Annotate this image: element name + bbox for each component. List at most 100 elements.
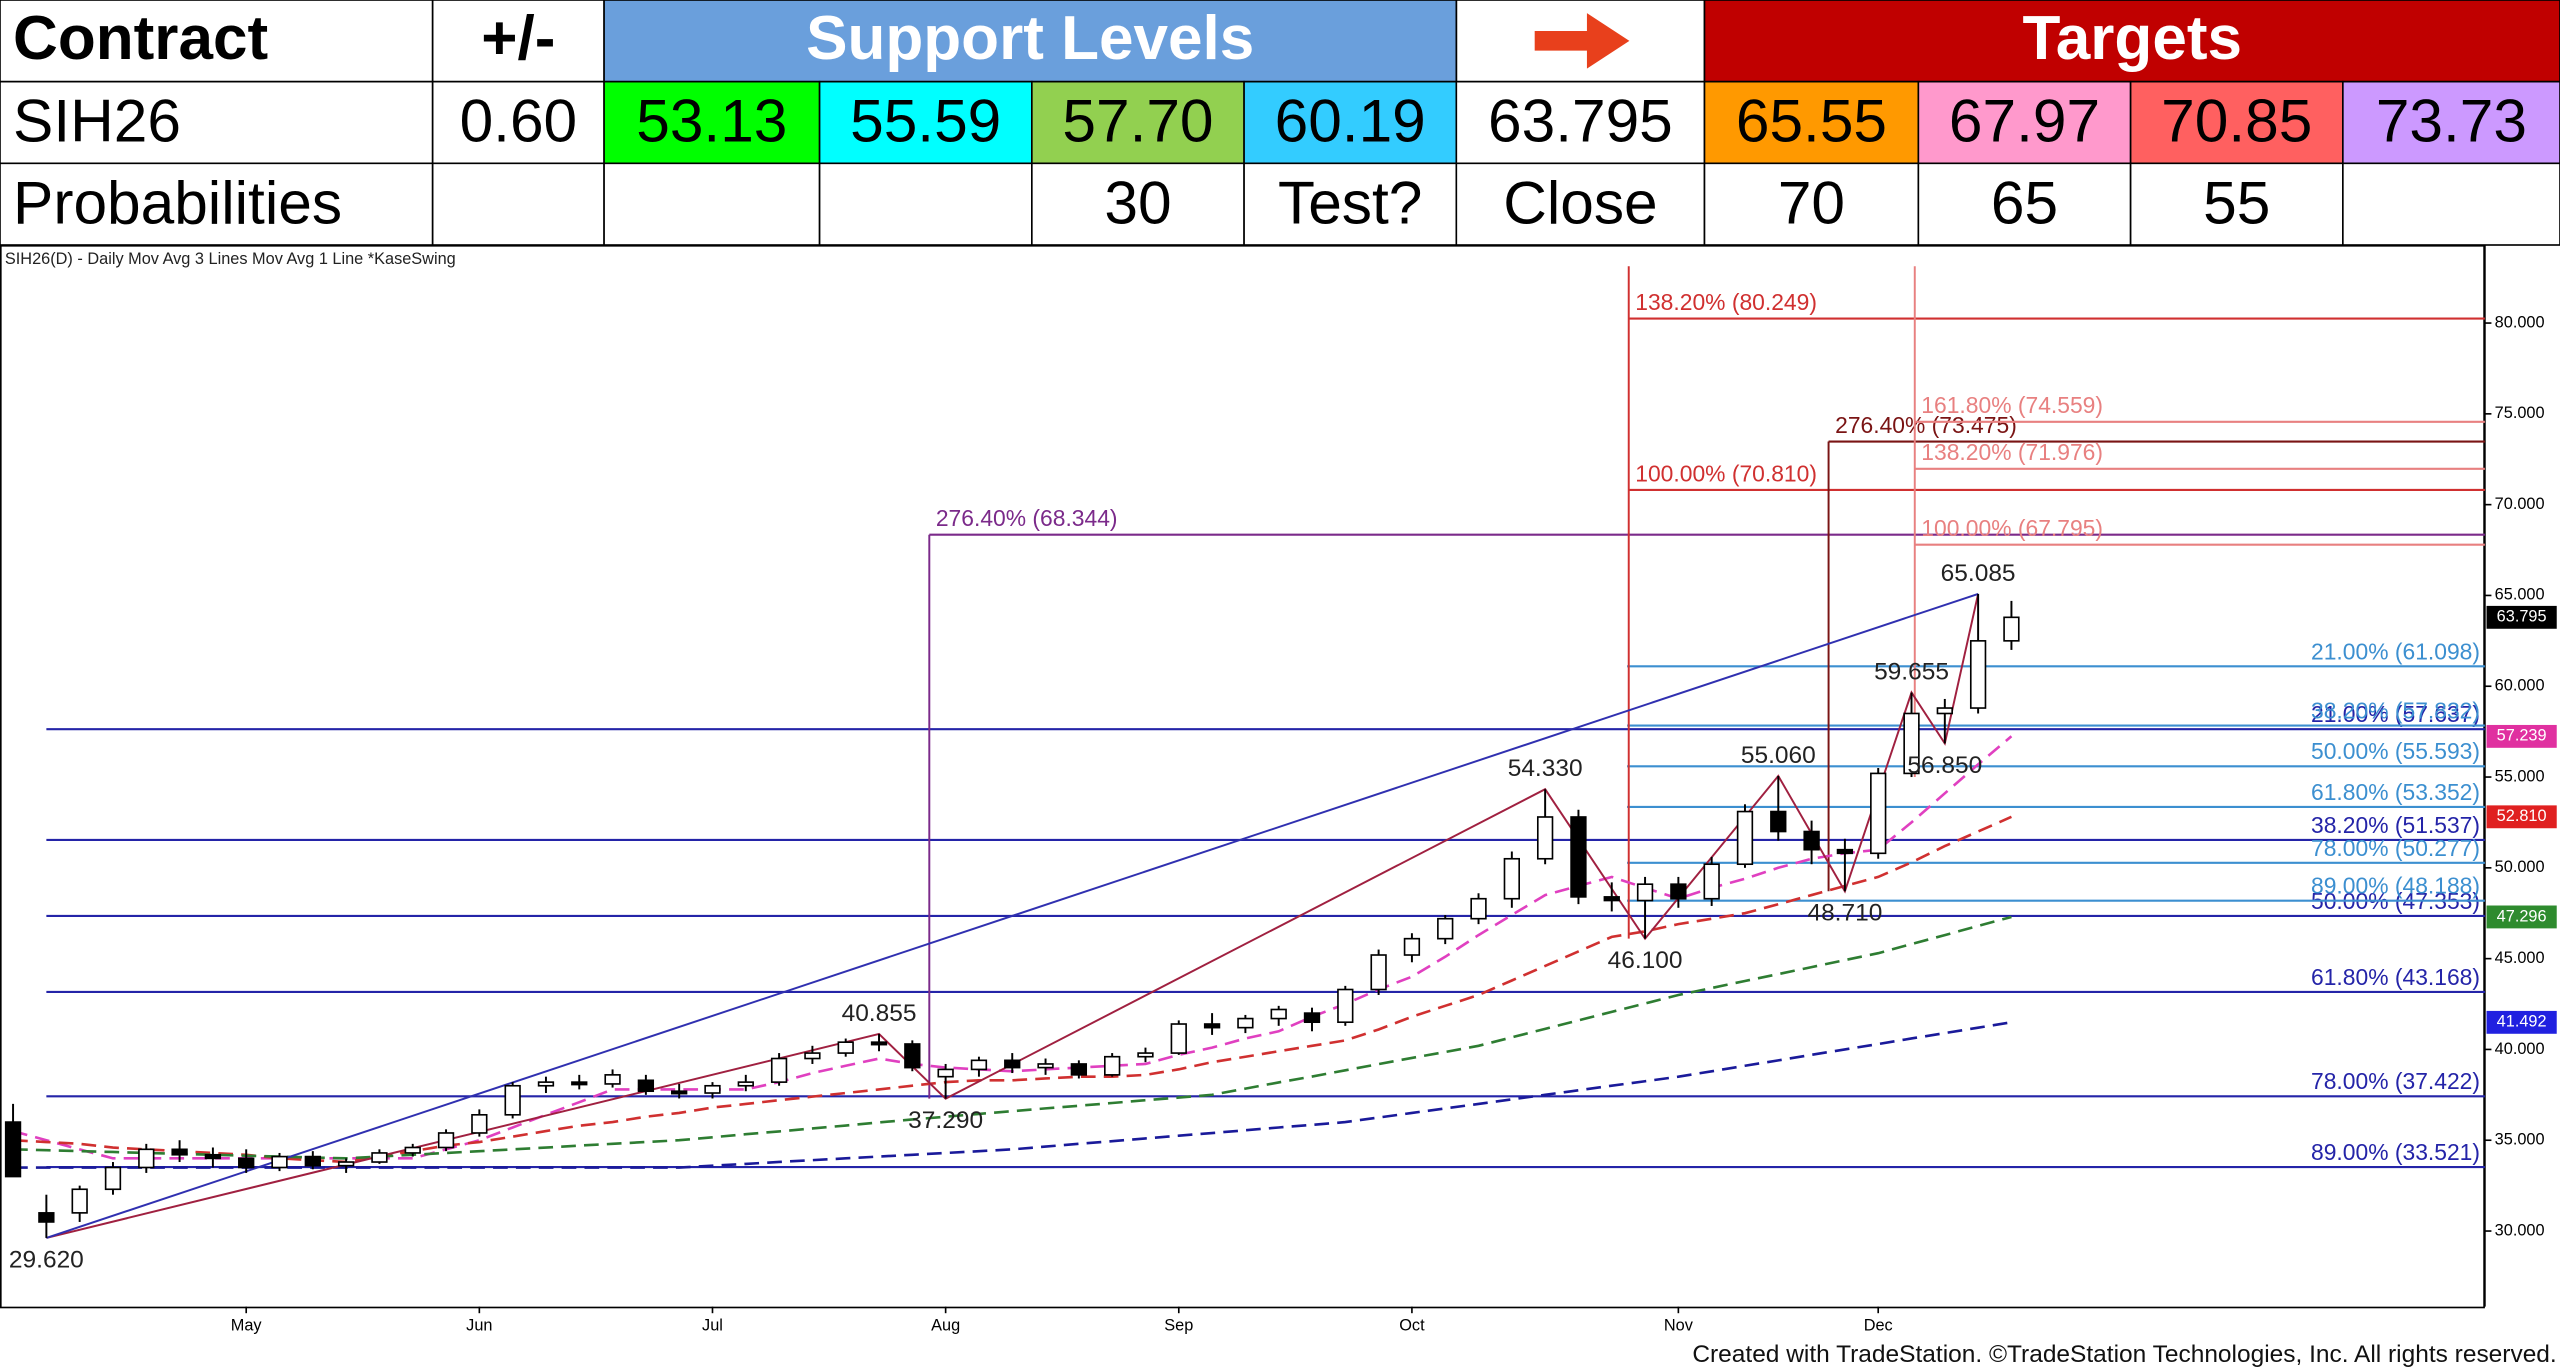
table-cell — [1703, 80, 1920, 165]
price-marker — [2486, 724, 2557, 748]
header-text: Targets — [2023, 4, 2242, 73]
candle-body — [437, 1132, 455, 1149]
cell-text: 67.97 — [1949, 87, 2100, 155]
candle-body — [1203, 1023, 1221, 1029]
cell-text: Close — [1503, 168, 1657, 236]
candle-body — [1636, 883, 1654, 902]
swing-label: 46.100 — [1608, 947, 1683, 974]
candle-body — [4, 1121, 22, 1178]
cell-text: 65.55 — [1736, 87, 1887, 155]
price-marker-label: 63.795 — [2497, 608, 2547, 626]
table-cell — [1455, 162, 1706, 246]
candle-body — [1004, 1059, 1021, 1069]
header-text: Contract — [13, 4, 268, 73]
candle-body — [671, 1090, 688, 1095]
fib-extension-label: 138.20% (71.976) — [1921, 439, 2103, 465]
swing-label: 56.850 — [1907, 752, 1982, 779]
table-cell — [1243, 80, 1458, 165]
table-cell — [2342, 80, 2560, 165]
footer: Created with TradeStation. ©TradeStation… — [1692, 1341, 2556, 1368]
swing-label: 54.330 — [1508, 755, 1583, 782]
cell-text: 60.19 — [1275, 87, 1426, 155]
cell-text: 0.60 — [460, 87, 578, 155]
fib-extension-label: 100.00% (70.810) — [1635, 460, 1817, 486]
candle-body — [1104, 1055, 1121, 1076]
candle-body — [937, 1068, 954, 1078]
x-tick-label: Nov — [1664, 1317, 1694, 1335]
table-cell — [1243, 162, 1458, 246]
cell-text: SIH26 — [13, 87, 181, 155]
fib-extension-label: 276.40% (73.475) — [1835, 412, 2017, 438]
y-tick-label: 75.000 — [2495, 404, 2545, 422]
x-tick-label: Jun — [466, 1317, 492, 1335]
price-marker — [2486, 905, 2557, 929]
y-tick-label: 60.000 — [2495, 677, 2545, 695]
candle-body — [337, 1161, 355, 1167]
candle-body — [1337, 988, 1354, 1024]
fib-retracement-label: 61.80% (43.168) — [2311, 964, 2480, 990]
price-marker-label: 57.239 — [2497, 727, 2547, 745]
candle-body — [1570, 816, 1587, 898]
cell-text: 63.795 — [1488, 87, 1673, 155]
cell-text: Test? — [1278, 168, 1422, 236]
table-cell — [818, 80, 1033, 165]
cell-text: 65 — [1991, 168, 2058, 236]
candle-body — [1836, 848, 1854, 855]
table-cell — [818, 162, 1033, 246]
swing-label: 65.085 — [1941, 560, 2016, 587]
y-tick-label: 70.000 — [2495, 495, 2545, 513]
x-tick-label: May — [231, 1317, 263, 1335]
price-marker-label: 47.296 — [2497, 907, 2547, 925]
table-cell — [1455, 80, 1706, 165]
candle-body — [471, 1113, 488, 1134]
candle-body — [104, 1166, 122, 1191]
candle-body — [1770, 810, 1787, 833]
candle-body — [737, 1081, 754, 1087]
candle-body — [704, 1084, 721, 1094]
table-cell — [2129, 162, 2344, 246]
fib-retracement-label: 78.00% (50.277) — [2311, 835, 2480, 861]
fib-extension-label: 161.80% (74.559) — [1921, 392, 2103, 418]
candle-body — [404, 1146, 421, 1154]
candle-body — [138, 1148, 155, 1169]
candle-body — [604, 1074, 621, 1085]
candle-body — [1870, 772, 1887, 855]
candle-body — [1137, 1052, 1154, 1058]
swing-label: 59.655 — [1874, 658, 1949, 685]
candle-body — [1437, 917, 1454, 940]
price-marker-label: 41.492 — [2497, 1013, 2547, 1031]
cell-text: 70.85 — [2161, 87, 2312, 155]
table-cell — [603, 162, 821, 246]
candle-body — [1503, 857, 1520, 900]
candle-body — [38, 1212, 55, 1223]
candle-body — [271, 1155, 288, 1169]
candle-body — [1803, 830, 1820, 851]
price-marker — [2486, 605, 2557, 629]
arrow-icon — [1534, 13, 1630, 69]
y-tick-label: 50.000 — [2495, 858, 2545, 876]
candle-body — [2003, 616, 2020, 642]
swing-label: 29.620 — [9, 1246, 84, 1273]
fib-extension-label: 138.20% (80.249) — [1635, 289, 1817, 315]
y-tick-label: 55.000 — [2495, 767, 2545, 785]
header-text: +/- — [481, 4, 555, 73]
x-tick-label: Dec — [1864, 1317, 1893, 1335]
candle-body — [1736, 810, 1754, 866]
table-cell — [2129, 80, 2344, 165]
header-text: Support Levels — [806, 4, 1254, 73]
cell-text: 55 — [2203, 168, 2270, 236]
swing-trendline — [46, 592, 1979, 1239]
y-tick-label: 80.000 — [2495, 313, 2545, 331]
y-tick-label: 30.000 — [2495, 1221, 2545, 1239]
candle-body — [1603, 896, 1620, 902]
candle-body — [504, 1084, 521, 1116]
table-cell — [603, 80, 821, 165]
candle-body — [770, 1057, 788, 1083]
candle-body — [1969, 640, 1987, 709]
candle-body — [371, 1152, 388, 1163]
cell-text: 55.59 — [850, 87, 1001, 155]
header-cell — [1703, 0, 2560, 83]
x-tick-label: Jul — [702, 1317, 723, 1335]
fib-retracement-label: 61.80% (53.352) — [2311, 779, 2480, 805]
